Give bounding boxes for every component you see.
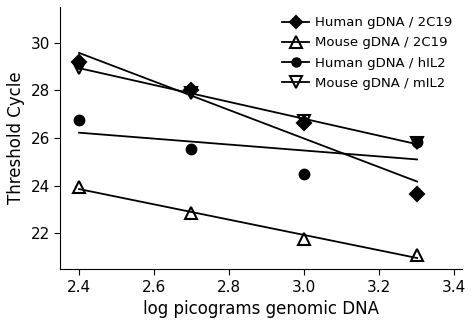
X-axis label: log picograms genomic DNA: log picograms genomic DNA [143,300,379,318]
Legend: Human gDNA / 2C19, Mouse gDNA / 2C19, Human gDNA / hIL2, Mouse gDNA / mIL2: Human gDNA / 2C19, Mouse gDNA / 2C19, Hu… [280,14,455,93]
Y-axis label: Threshold Cycle: Threshold Cycle [7,72,25,204]
